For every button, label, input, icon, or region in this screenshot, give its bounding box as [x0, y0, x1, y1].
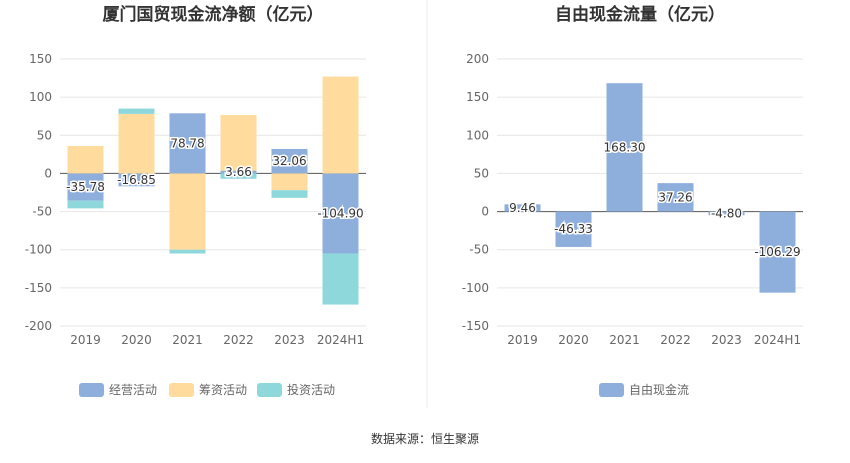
data-label: 3.66: [225, 165, 252, 179]
y-tick-label: 50: [474, 166, 489, 180]
bar-自由现金流-2022: [657, 183, 694, 212]
y-tick-label: -50: [469, 243, 489, 257]
source-note: 数据来源：恒生聚源: [370, 432, 479, 446]
x-tick-label: 2019: [507, 333, 538, 347]
y-tick-label: -50: [32, 205, 52, 219]
y-tick-label: 100: [466, 128, 489, 142]
bar-经营活动-2021: [169, 113, 206, 174]
data-label: 9.46: [509, 201, 536, 215]
x-tick-label: 2019: [70, 333, 101, 347]
bar-筹资活动-2022: [220, 114, 257, 171]
bar-自由现金流-2020: [555, 211, 592, 247]
bar-筹资活动-2021: [169, 173, 206, 250]
bar-自由现金流-2023: [708, 211, 745, 216]
y-tick-label: 200: [466, 52, 489, 66]
bar-筹资活动-2019: [67, 145, 104, 174]
data-label: -16.85: [117, 173, 156, 187]
chart-title: 自由现金流量（亿元）: [555, 4, 725, 25]
data-label: -104.90: [317, 206, 363, 220]
bar-投资活动-2022: [220, 173, 257, 179]
y-tick-label: -100: [25, 243, 52, 257]
legend-swatch: [169, 383, 194, 397]
legend-label: 自由现金流: [629, 382, 689, 397]
x-tick-label: 2021: [609, 333, 640, 347]
bar-经营活动-2024H1: [322, 173, 359, 254]
x-tick-label: 2023: [711, 333, 742, 347]
legend-label: 筹资活动: [199, 383, 247, 397]
bar-经营活动-2023: [271, 148, 308, 174]
bar-经营活动-2020: [118, 173, 155, 187]
x-tick-label: 2023: [274, 333, 305, 347]
bar-经营活动-2019: [67, 173, 104, 201]
bar-投资活动-2021: [169, 249, 206, 254]
bar-经营活动-2022: [220, 170, 257, 174]
data-label: 32.06: [272, 154, 306, 168]
data-label: 37.26: [658, 190, 692, 204]
x-tick-label: 2022: [660, 333, 691, 347]
bar-筹资活动-2020: [118, 113, 155, 174]
data-label: -4.80: [711, 206, 742, 220]
bar-自由现金流-2021: [606, 83, 643, 212]
y-tick-label: 150: [466, 90, 489, 104]
y-tick-label: 0: [44, 166, 52, 180]
y-tick-label: 0: [481, 205, 489, 219]
data-label: 168.30: [604, 140, 646, 154]
y-tick-label: -100: [462, 281, 489, 295]
y-tick-label: -200: [25, 319, 52, 333]
y-tick-label: 100: [29, 90, 52, 104]
data-label: -46.33: [554, 222, 593, 236]
bar-自由现金流-2024H1: [759, 211, 796, 293]
chart-title: 厦门国贸现金流净额（亿元）: [103, 4, 324, 25]
legend-label: 经营活动: [109, 383, 157, 397]
bar-筹资活动-2023: [271, 173, 308, 191]
bar-自由现金流-2019: [504, 204, 541, 212]
data-label: -106.29: [754, 245, 800, 259]
bar-筹资活动-2024H1: [322, 76, 359, 174]
x-tick-label: 2024H1: [754, 333, 801, 347]
x-tick-label: 2020: [121, 333, 152, 347]
legend-swatch: [257, 383, 282, 397]
bar-投资活动-2024H1: [322, 253, 359, 305]
y-tick-label: -150: [462, 319, 489, 333]
x-tick-label: 2020: [558, 333, 589, 347]
legend-swatch: [599, 383, 624, 397]
legend-swatch: [79, 383, 104, 397]
y-tick-label: -150: [25, 281, 52, 295]
x-tick-label: 2021: [172, 333, 203, 347]
bar-投资活动-2020: [118, 108, 155, 114]
x-tick-label: 2024H1: [317, 333, 364, 347]
y-tick-label: 150: [29, 52, 52, 66]
x-tick-label: 2022: [223, 333, 254, 347]
data-label: 78.78: [170, 136, 204, 150]
legend-label: 投资活动: [287, 382, 335, 397]
data-label: -35.78: [66, 180, 105, 194]
y-tick-label: 50: [37, 128, 52, 142]
bar-投资活动-2019: [67, 200, 104, 209]
bar-投资活动-2023: [271, 190, 308, 198]
